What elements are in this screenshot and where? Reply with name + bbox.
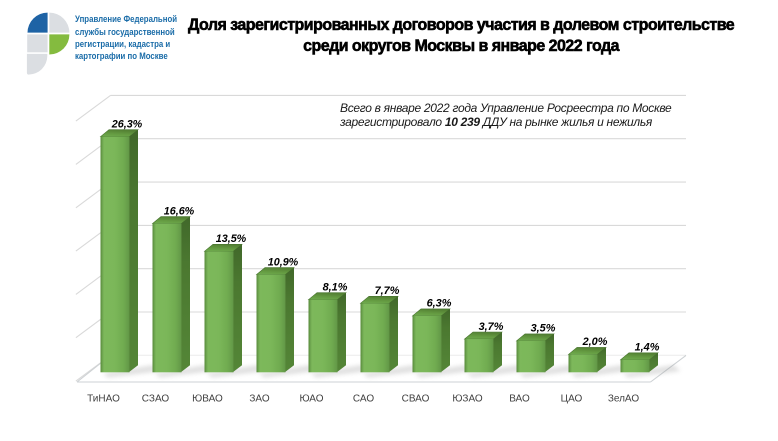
svg-text:26,3%: 26,3% xyxy=(111,119,143,131)
svg-text:ЮВАО: ЮВАО xyxy=(192,393,223,404)
svg-text:3,7%: 3,7% xyxy=(479,321,504,333)
svg-text:ЮЗАО: ЮЗАО xyxy=(452,393,483,404)
svg-text:8,1%: 8,1% xyxy=(323,282,348,294)
svg-text:ТиНАО: ТиНАО xyxy=(87,393,120,404)
svg-text:САО: САО xyxy=(353,393,374,404)
svg-text:13,5%: 13,5% xyxy=(216,233,247,245)
svg-text:16,6%: 16,6% xyxy=(164,205,195,217)
svg-text:ЗелАО: ЗелАО xyxy=(608,393,640,404)
svg-text:ЗАО: ЗАО xyxy=(249,393,269,404)
svg-text:7,7%: 7,7% xyxy=(375,285,400,297)
svg-text:3,5%: 3,5% xyxy=(531,323,556,335)
svg-text:1,4%: 1,4% xyxy=(635,342,660,354)
svg-text:ЮАО: ЮАО xyxy=(300,393,324,404)
svg-text:ВАО: ВАО xyxy=(509,393,530,404)
svg-text:6,3%: 6,3% xyxy=(427,298,452,310)
svg-text:10,9%: 10,9% xyxy=(268,256,299,268)
svg-text:СВАО: СВАО xyxy=(402,393,430,404)
svg-text:ЦАО: ЦАО xyxy=(561,393,583,404)
svg-text:2,0%: 2,0% xyxy=(582,336,608,348)
svg-text:СЗАО: СЗАО xyxy=(142,393,170,404)
